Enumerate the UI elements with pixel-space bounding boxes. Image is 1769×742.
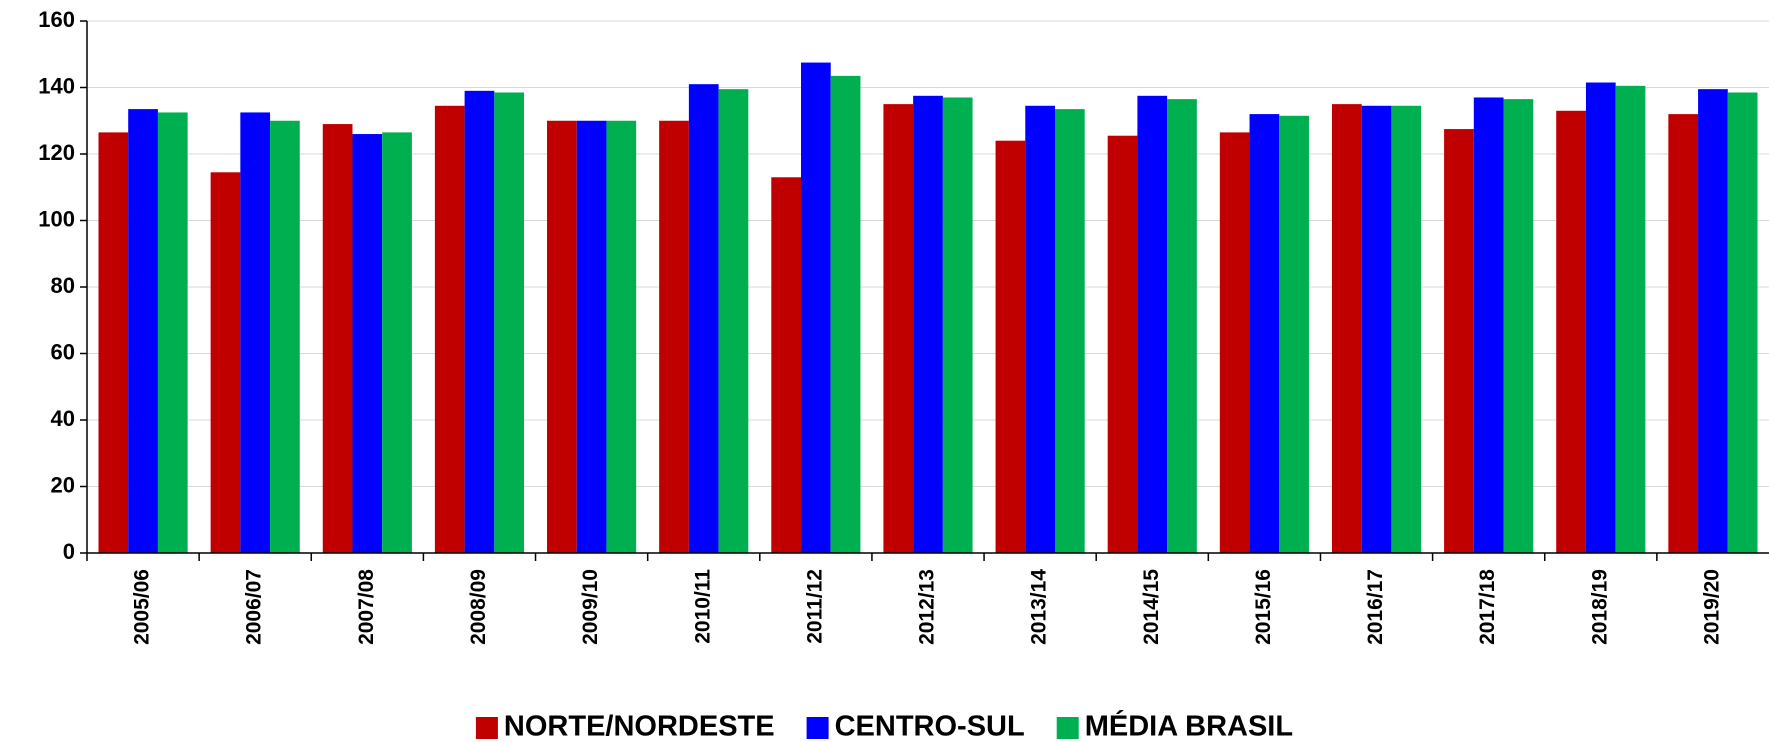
bar [1107,135,1138,553]
bar [913,95,943,553]
bar [1219,132,1250,553]
bar [995,140,1026,553]
x-tick-label: 2009/10 [579,569,602,645]
bar [382,132,412,553]
bar [1556,110,1586,554]
bar [464,90,495,553]
bar [157,112,188,553]
bar [1668,114,1699,553]
bar [830,75,861,554]
bar [240,112,271,553]
x-tick-label: 2019/20 [1700,569,1723,645]
bar [659,120,689,553]
bar [547,120,577,553]
y-tick-label: 20 [51,472,75,497]
bar [1727,92,1758,554]
x-tick-label: 2010/11 [691,569,714,644]
y-tick-label: 140 [38,73,75,98]
bar [1331,104,1362,553]
legend-label: NORTE/NORDESTE [504,711,775,742]
x-tick-label: 2005/06 [131,569,154,645]
bar [1615,85,1646,554]
bar [352,134,383,554]
bar [688,84,719,554]
bar [128,109,158,554]
legend-label: CENTRO-SUL [835,711,1025,742]
y-tick-label: 160 [38,7,75,32]
bar [801,62,831,553]
bar [1473,97,1504,553]
bar [576,120,607,553]
y-tick-label: 100 [38,206,75,231]
x-tick-label: 2015/16 [1252,569,1275,645]
x-tick-label: 2012/13 [916,569,939,645]
y-tick-label: 40 [51,406,75,431]
x-tick-label: 2006/07 [243,569,266,645]
bar [1167,99,1197,553]
x-tick-label: 2011/12 [803,569,826,644]
bar [322,124,353,553]
x-tick-label: 2016/17 [1364,569,1387,645]
bar [1025,105,1055,553]
bar [606,120,637,553]
y-tick-label: 120 [38,140,75,165]
bar [210,172,241,553]
legend-swatch [806,717,829,739]
x-tick-label: 2007/08 [355,569,378,645]
x-tick-label: 2018/19 [1588,569,1611,645]
bar [1698,89,1728,553]
bar [1279,115,1309,553]
y-tick-label: 0 [63,539,75,564]
legend: NORTE/NORDESTE CENTRO-SUL MÉDIA BRASIL [475,709,1293,742]
bar [1503,99,1534,553]
bar [718,89,749,553]
bar [434,105,465,553]
y-tick-label: 60 [51,339,75,364]
bar [1444,129,1474,553]
legend-swatch [475,717,498,739]
x-tick-label: 2013/14 [1028,569,1051,645]
bar [98,132,129,553]
x-tick-label: 2014/15 [1140,569,1163,645]
bar [1054,109,1085,554]
bar [1391,105,1422,553]
bar [883,104,914,553]
bar [1585,82,1616,553]
y-tick-label: 80 [51,273,75,298]
bar [1137,95,1168,553]
bar [942,97,973,553]
legend-label: MÉDIA BRASIL [1085,709,1293,742]
x-tick-label: 2008/09 [467,569,490,645]
bar [494,92,525,554]
bar [270,120,300,553]
bar [771,177,802,553]
x-tick-label: 2017/18 [1476,569,1499,645]
legend-swatch [1056,717,1079,739]
bar [1249,114,1280,553]
bar [1361,105,1392,553]
